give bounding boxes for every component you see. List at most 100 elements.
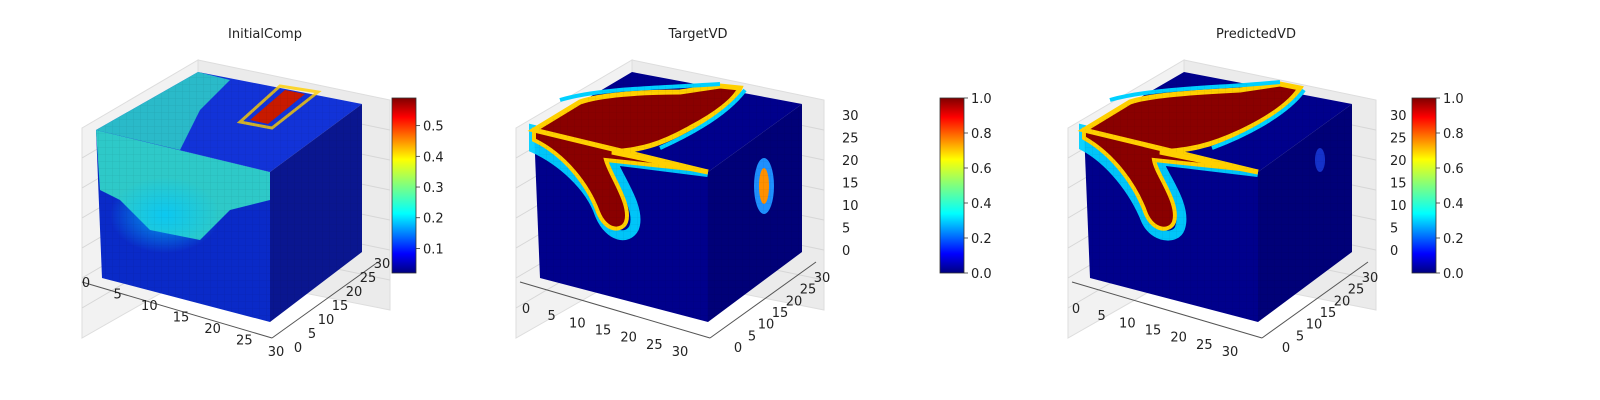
x-axis-line [81,281,273,339]
x-tick-label: 30 [268,345,285,360]
colorbar-tick-label: 0.0 [1443,267,1464,282]
x-tick-label: 15 [173,311,190,326]
x-tick-label: 5 [548,309,556,324]
z-tick-label: 30 [842,109,859,124]
colorbar [1411,97,1437,274]
chart-title: PredictedVD [1216,27,1296,42]
colorbar-tick-label: 0.8 [971,127,992,142]
colorbar [391,97,417,274]
z-tick-label: 20 [1390,154,1407,169]
cube-right-grid [1258,104,1352,322]
x-tick-label: 10 [569,316,586,331]
x-tick-label: 25 [1196,338,1213,353]
y-tick-label: 25 [800,283,817,298]
x-tick-label: 0 [522,302,530,317]
x-tick-label: 30 [1222,345,1239,360]
colorbar [939,97,965,274]
y-tick-label: 25 [360,271,377,286]
cube-top-grid [534,72,802,172]
y-axis-line [1261,261,1369,339]
x-tick-label: 0 [82,276,90,291]
y-axis-line [271,261,379,339]
x-tick-label: 20 [620,331,637,346]
chart-title: TargetVD [667,27,727,42]
y-tick-label: 5 [748,329,756,344]
cube-right-grid [708,104,802,322]
cube-front-grid [96,130,270,322]
z-tick-label: 15 [1390,177,1407,192]
y-tick-label: 5 [308,327,316,342]
z-tick-label: 10 [842,199,859,214]
z-tick-label: 10 [1390,199,1407,214]
cube-right-grid [270,104,362,322]
y-tick-label: 20 [346,285,363,300]
y-tick-label: 30 [374,257,391,272]
colorbar-tick-label: 0.2 [971,232,992,247]
y-axis-line [709,261,817,339]
x-axis-line [519,281,711,339]
cube-top-grid [1084,72,1352,172]
z-tick-label: 5 [842,222,850,237]
y-tick-label: 20 [786,294,803,309]
x-tick-labels: 0 5 10 15 20 25 30 [522,302,688,360]
cube-front-grid [534,130,708,322]
x-tick-label: 0 [1072,302,1080,317]
x-tick-label: 25 [236,334,253,349]
y-tick-label: 15 [772,306,789,321]
y-tick-label: 10 [318,313,335,328]
x-tick-label: 30 [672,345,689,360]
x-tick-label: 20 [204,322,221,337]
x-tick-label: 15 [1145,324,1162,339]
colorbar-tick-label: 0.8 [1443,127,1464,142]
z-tick-label: 25 [842,132,859,147]
colorbar-tick-label: 0.5 [423,120,444,135]
z-tick-label: 25 [1390,132,1407,147]
z-tick-labels: 0 5 10 15 20 25 30 [842,109,859,259]
colorbar-tick-label: 0.4 [1443,197,1464,212]
colorbar-tick-label: 0.0 [971,267,992,282]
z-tick-label: 0 [842,244,850,259]
y-tick-label: 0 [734,341,742,356]
z-tick-labels: 0 5 10 15 20 25 30 [1390,109,1407,259]
x-tick-label: 15 [595,324,612,339]
y-tick-label: 0 [1282,341,1290,356]
colorbar-tick-label: 0.6 [1443,162,1464,177]
colorbar-tick-label: 1.0 [1443,92,1464,107]
colorbar-tick-label: 0.4 [423,150,444,165]
y-tick-label: 25 [1348,283,1365,298]
y-tick-label: 20 [1334,294,1351,309]
cube-front-grid [1084,130,1258,322]
z-tick-label: 30 [1390,109,1407,124]
colorbar-tick-label: 0.1 [423,242,444,257]
chart-title: InitialComp [228,27,302,42]
z-tick-label: 5 [1390,222,1398,237]
colorbar-tick-labels: 0.1 0.2 0.3 0.4 0.5 [416,120,444,257]
z-tick-label: 0 [1390,244,1398,259]
y-tick-label: 0 [294,341,302,356]
colorbar-tick-label: 0.4 [971,197,992,212]
colorbar-tick-label: 0.3 [423,181,444,196]
y-tick-label: 10 [758,318,775,333]
colorbar-tick-label: 1.0 [971,92,992,107]
cube-top-grid [96,72,362,172]
colorbar-tick-labels: 0.0 0.2 0.4 0.6 0.8 1.0 [1436,92,1464,282]
x-tick-label: 5 [1098,309,1106,324]
x-tick-label: 25 [646,338,663,353]
x-axis-line [1071,281,1263,339]
y-tick-label: 30 [814,271,831,286]
colorbar-tick-label: 0.6 [971,162,992,177]
y-tick-label: 15 [1320,306,1337,321]
x-tick-labels: 0 5 10 15 20 25 30 [1072,302,1238,360]
x-tick-labels: 0 5 10 15 20 25 30 [82,276,284,360]
colorbar-tick-label: 0.2 [1443,232,1464,247]
x-tick-label: 20 [1170,331,1187,346]
y-tick-label: 15 [332,299,349,314]
y-tick-label: 10 [1306,318,1323,333]
z-tick-label: 20 [842,154,859,169]
